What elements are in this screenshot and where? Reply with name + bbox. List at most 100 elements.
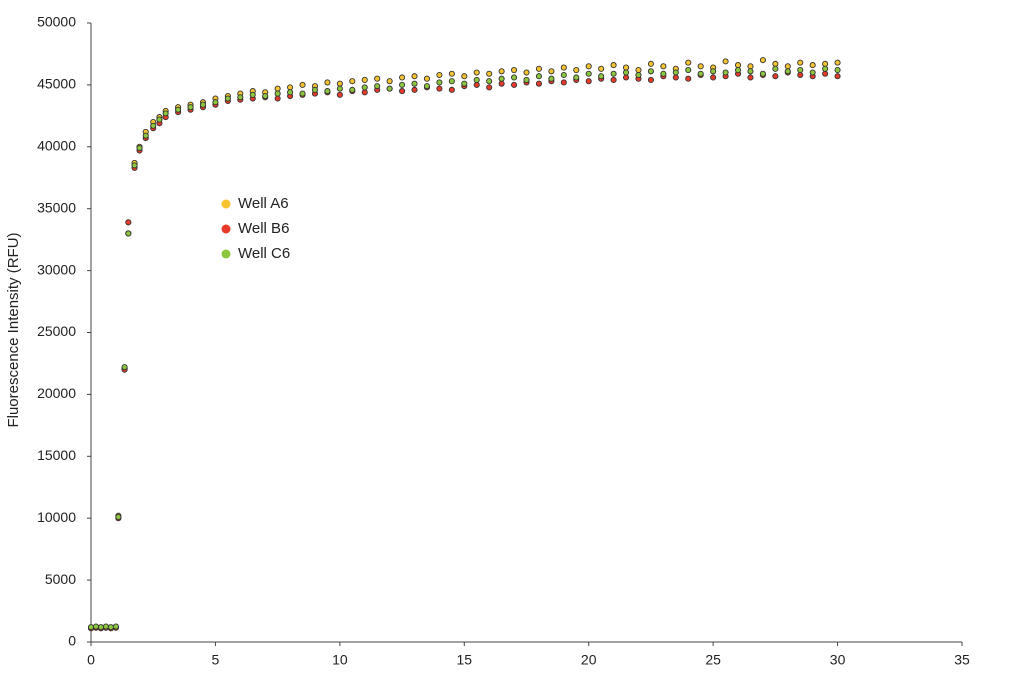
legend-marker: [221, 199, 231, 209]
y-tick-label: 10000: [37, 509, 76, 525]
data-point: [87, 624, 95, 631]
data-point: [461, 80, 468, 87]
data-point: [486, 70, 493, 77]
legend-marker: [221, 224, 231, 234]
legend-label: Well B6: [238, 220, 289, 237]
data-point: [498, 75, 505, 82]
data-point: [535, 65, 542, 72]
data-point: [685, 66, 692, 74]
data-point: [511, 74, 518, 81]
data-point: [523, 76, 530, 83]
data-point: [610, 62, 617, 69]
data-point: [107, 624, 114, 631]
data-point: [386, 85, 393, 92]
y-tick-label: 5000: [45, 571, 76, 587]
data-point: [249, 91, 256, 98]
y-tick-label: 15000: [37, 447, 76, 463]
data-point: [560, 79, 567, 86]
data-point: [121, 364, 128, 371]
data-point: [772, 73, 779, 80]
data-point: [747, 63, 754, 70]
y-tick-label: 25000: [37, 323, 76, 339]
data-point: [224, 95, 231, 102]
data-point: [672, 69, 679, 76]
data-point: [747, 74, 754, 81]
data-point: [423, 75, 431, 82]
data-point: [162, 110, 169, 117]
data-point: [598, 73, 605, 80]
data-point: [710, 74, 717, 81]
data-point: [102, 623, 109, 630]
data-point: [287, 84, 294, 91]
data-point: [511, 66, 518, 74]
data-point: [448, 70, 455, 77]
data-point: [175, 106, 182, 113]
data-point: [411, 73, 418, 80]
x-tick-label: 35: [954, 652, 970, 668]
y-tick-label: 30000: [37, 261, 76, 277]
data-point: [622, 74, 630, 81]
data-point: [772, 60, 779, 67]
legend-label: Well A6: [238, 195, 289, 212]
data-point: [486, 78, 493, 85]
data-point: [585, 70, 592, 77]
data-point: [797, 59, 804, 66]
data-point: [361, 76, 368, 83]
data-point: [535, 80, 542, 87]
data-point: [622, 64, 630, 71]
data-point: [585, 78, 592, 85]
data-point: [461, 73, 468, 80]
data-point: [560, 71, 567, 79]
data-point: [660, 70, 667, 77]
data-point: [349, 86, 356, 93]
data-point: [635, 71, 642, 79]
data-point: [436, 71, 443, 79]
data-point: [274, 95, 281, 102]
data-point: [299, 81, 306, 88]
data-point: [722, 69, 729, 76]
x-tick-label: 0: [87, 652, 95, 668]
y-tick-label: 20000: [37, 385, 76, 401]
data-point: [772, 65, 779, 72]
data-point: [734, 66, 742, 74]
data-point: [336, 85, 343, 92]
data-point: [311, 86, 319, 93]
data-point: [660, 63, 667, 70]
data-point: [797, 66, 804, 74]
data-point: [710, 68, 717, 75]
data-point: [448, 78, 455, 85]
data-point: [672, 74, 679, 81]
data-point: [697, 70, 704, 77]
data-point: [287, 89, 294, 96]
data-point: [647, 68, 654, 75]
data-point: [834, 59, 841, 66]
data-point: [187, 104, 194, 111]
data-point: [336, 91, 343, 98]
data-point: [809, 62, 816, 69]
data-point: [142, 132, 149, 139]
y-tick-label: 45000: [37, 76, 76, 92]
data-point: [411, 86, 418, 93]
x-tick-label: 15: [456, 652, 472, 668]
data-point: [299, 90, 306, 97]
data-point: [585, 63, 592, 70]
data-point: [399, 74, 406, 81]
data-point: [535, 73, 542, 80]
data-point: [697, 63, 704, 70]
y-axis-label: Fluorescence Intensity (RFU): [5, 232, 22, 427]
data-point: [361, 84, 368, 91]
data-point: [822, 65, 829, 72]
y-tick-label: 50000: [37, 14, 76, 30]
data-point: [784, 68, 791, 75]
data-point: [498, 80, 505, 87]
data-point: [486, 84, 493, 91]
data-point: [647, 76, 654, 83]
data-point: [199, 101, 207, 108]
data-point: [473, 81, 480, 88]
data-point: [685, 75, 692, 82]
data-point: [374, 75, 381, 82]
x-tick-label: 10: [332, 652, 348, 668]
data-point: [622, 69, 630, 76]
data-point: [523, 69, 530, 76]
